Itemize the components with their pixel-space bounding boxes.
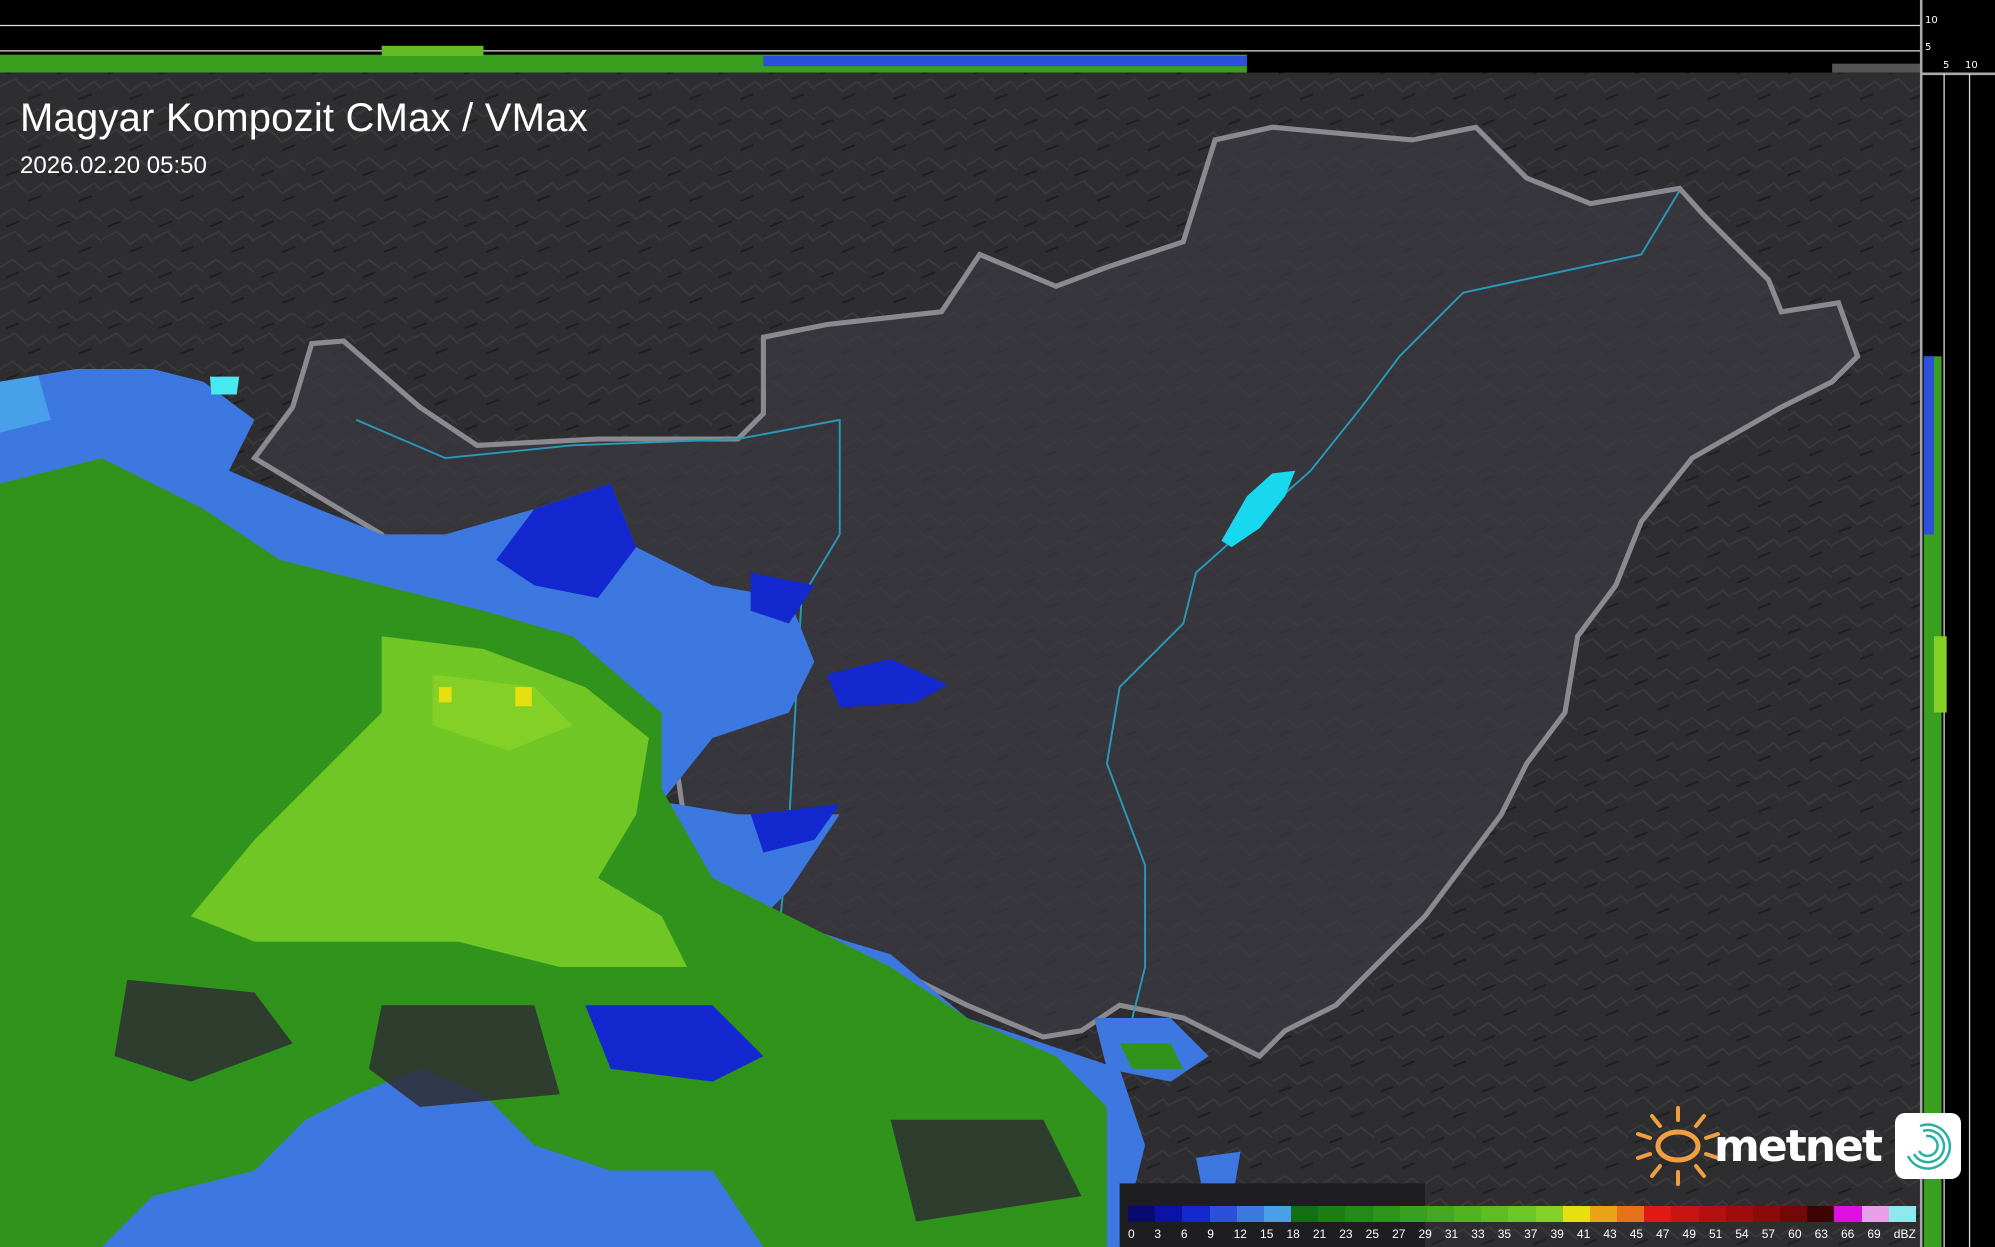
legend-label: 51 [1708, 1227, 1723, 1241]
legend-label: 0 [1128, 1227, 1135, 1241]
legend-swatch [1562, 1206, 1590, 1222]
legend-swatch [1399, 1206, 1427, 1222]
legend-label: 63 [1814, 1227, 1828, 1241]
legend-swatch [1752, 1206, 1781, 1222]
legend-label: 9 [1207, 1227, 1214, 1241]
legend-swatch [1671, 1206, 1699, 1222]
legend-swatch [1535, 1206, 1563, 1222]
legend-label: 39 [1550, 1227, 1564, 1241]
legend-color-bar [1128, 1206, 1916, 1222]
top-axis-tick: 10 [1925, 15, 1938, 26]
legend-label: 18 [1286, 1227, 1300, 1241]
legend-label: 25 [1365, 1227, 1380, 1241]
legend-swatch [1508, 1206, 1536, 1222]
legend-label: 37 [1524, 1227, 1538, 1241]
legend-swatch [1589, 1206, 1618, 1222]
legend-swatch [1807, 1206, 1835, 1222]
legend-swatch [1236, 1206, 1264, 1222]
top-axis-tick: 5 [1925, 42, 1932, 53]
legend-labels: 0 3 6 9 12 15 18 21 23 25 27 29 31 33 35 37 39 41 43 45 47 49… [1128, 1227, 1916, 1241]
legend-label: 27 [1392, 1227, 1406, 1241]
lake-balaton-east [1221, 470, 1296, 548]
legend-swatch [1888, 1206, 1916, 1222]
legend-label: 35 [1497, 1227, 1512, 1241]
legend-swatch [1426, 1206, 1455, 1222]
legend-label: 47 [1656, 1227, 1670, 1241]
brand-name: metnet [1714, 1120, 1883, 1172]
legend-label: 23 [1339, 1227, 1353, 1241]
map-title: Magyar Kompozit CMax / VMax [20, 96, 588, 140]
legend-swatch [1861, 1206, 1889, 1222]
metnet-logo: metnet [1636, 1104, 1961, 1188]
legend-swatch [1345, 1206, 1373, 1222]
legend-label: 31 [1444, 1227, 1459, 1241]
river-tisza [1105, 190, 1681, 1019]
sun-icon [1636, 1106, 1720, 1186]
legend-unit: dBZ [1893, 1227, 1916, 1241]
legend-swatch [1291, 1206, 1319, 1222]
legend-swatch [1454, 1206, 1482, 1222]
map-timestamp: 2026.02.20 05:50 [20, 152, 207, 179]
legend-label: 66 [1840, 1227, 1855, 1241]
legend-label: 60 [1788, 1227, 1802, 1241]
legend-swatch [1481, 1206, 1509, 1222]
legend-swatch [1644, 1206, 1672, 1222]
legend-label: 43 [1603, 1227, 1617, 1241]
right-profile-echo [1923, 356, 1942, 1247]
legend-swatch [1128, 1206, 1156, 1222]
legend-swatch [1155, 1206, 1183, 1222]
legend-swatch [1372, 1206, 1400, 1222]
legend-label: 15 [1260, 1227, 1274, 1241]
legend-label: 29 [1418, 1227, 1432, 1241]
legend-swatch [1834, 1206, 1862, 1222]
legend-label: 41 [1576, 1227, 1591, 1241]
legend-label: 54 [1735, 1227, 1749, 1241]
legend-label: 57 [1761, 1227, 1776, 1241]
legend-swatch [1318, 1206, 1346, 1222]
legend-label: 6 [1180, 1227, 1188, 1241]
right-axis-tick: 10 [1965, 60, 1978, 71]
legend-label: 49 [1682, 1227, 1696, 1241]
legend-label: 69 [1867, 1227, 1881, 1241]
precipitation-echoes [0, 369, 1425, 1247]
right-axis-tick: 5 [1943, 60, 1950, 71]
legend-swatch [1780, 1206, 1808, 1222]
legend-swatch [1617, 1206, 1645, 1222]
legend-swatch [1209, 1206, 1237, 1222]
legend-label: 3 [1154, 1227, 1162, 1241]
legend-swatch [1182, 1206, 1210, 1222]
legend-swatch [1698, 1206, 1726, 1222]
legend-swatch [1263, 1206, 1292, 1222]
dbz-color-legend: 0 3 6 9 12 15 18 21 23 25 27 29 31 33 35 37 39 41 43 45 47 49… [1128, 1206, 1916, 1241]
legend-swatch [1725, 1206, 1753, 1222]
legend-label: 33 [1471, 1227, 1485, 1241]
legend-label: 12 [1233, 1227, 1247, 1241]
swirl-logo-icon [1894, 1113, 1961, 1179]
legend-label: 45 [1629, 1227, 1644, 1241]
legend-label: 21 [1312, 1227, 1327, 1241]
